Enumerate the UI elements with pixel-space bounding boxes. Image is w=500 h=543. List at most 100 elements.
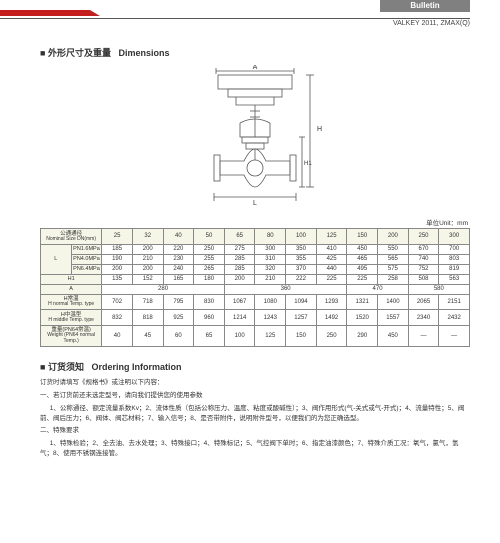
dimensions-title: ■ 外形尺寸及重量 Dimensions	[40, 46, 470, 59]
col-header: 25	[102, 229, 133, 245]
cell: 740	[408, 254, 439, 264]
row-label: 重量(PN64常温)Weight (PN64 normal Temp.)	[41, 325, 102, 346]
cell: 180	[194, 274, 225, 284]
cell: 1520	[347, 310, 378, 326]
cell: 752	[408, 264, 439, 274]
cell: 580	[408, 284, 469, 294]
table-row: 重量(PN64常温)Weight (PN64 normal Temp.)4045…	[41, 325, 470, 346]
cell: 1243	[255, 310, 286, 326]
cell: 200	[102, 264, 133, 274]
row-label: PN4.0MPa	[71, 254, 102, 264]
cell: 258	[378, 274, 409, 284]
cell: 1492	[316, 310, 347, 326]
cell: 830	[194, 294, 225, 310]
row-label: A	[41, 284, 102, 294]
col-header: 32	[132, 229, 163, 245]
ordering-title: ■ 订货须知 Ordering Information	[40, 361, 470, 375]
cell: 1321	[347, 294, 378, 310]
col-header: 150	[347, 229, 378, 245]
cell: 265	[194, 264, 225, 274]
cell: 2432	[439, 310, 470, 326]
cell: 2151	[439, 294, 470, 310]
cell: 1257	[286, 310, 317, 326]
cell: 508	[408, 274, 439, 284]
cell: 370	[286, 264, 317, 274]
row-group-L: L	[41, 244, 72, 274]
dimensions-table: 公通通径 Nominal Size DN(mm) 253240506580100…	[40, 228, 470, 347]
dimensions-title-cn: 外形尺寸及重量	[48, 48, 111, 58]
col-header: 200	[378, 229, 409, 245]
cell: 200	[224, 274, 255, 284]
cell: 1293	[316, 294, 347, 310]
table-row: A280360470580	[41, 284, 470, 294]
cell: 960	[194, 310, 225, 326]
cell: 240	[163, 264, 194, 274]
col-header: 65	[224, 229, 255, 245]
cell: 280	[102, 284, 225, 294]
cell: 670	[408, 244, 439, 254]
cell: 495	[347, 264, 378, 274]
cell: 575	[378, 264, 409, 274]
cell: 1094	[286, 294, 317, 310]
ordering-line: 订货时请填写《规格书》或注明以下内容：	[40, 378, 470, 388]
cell: 410	[316, 244, 347, 254]
cell: 1400	[378, 294, 409, 310]
ordering-section: ■ 订货须知 Ordering Information 订货时请填写《规格书》或…	[40, 361, 470, 459]
cell: 285	[224, 254, 255, 264]
cell: 1214	[224, 310, 255, 326]
cell: 100	[224, 325, 255, 346]
cell: 718	[132, 294, 163, 310]
cell: 702	[102, 294, 133, 310]
row-label: H常温H normal Temp. type	[41, 294, 102, 310]
cell: 565	[378, 254, 409, 264]
cell: 1080	[255, 294, 286, 310]
header-label: 公通通径 Nominal Size DN(mm)	[41, 229, 102, 245]
brand-badge: Bulletin	[380, 0, 470, 12]
cell: 185	[102, 244, 133, 254]
accent-angle	[90, 10, 100, 16]
cell: 550	[378, 244, 409, 254]
cell: 165	[163, 274, 194, 284]
cell: 135	[102, 274, 133, 284]
cell: 230	[163, 254, 194, 264]
cell: 225	[347, 274, 378, 284]
cell: 440	[316, 264, 347, 274]
table-row: H1135152165180200210222225225258508563	[41, 274, 470, 284]
table-row: H常温H normal Temp. type702718795830106710…	[41, 294, 470, 310]
ordering-line: 1、特殊检验；2、全去油、去水处理；3、特殊接口；4、特殊标记；5、气控阀下单时…	[40, 439, 470, 459]
row-label: PN6.4MPa	[71, 264, 102, 274]
ordering-line: 1、公称通径、额定流量系数Kv；2、流体性质（包括公称压力、温度、粘度或酸碱性）…	[40, 404, 470, 424]
table-row: PN4.0MPa19021023025528531035542546556574…	[41, 254, 470, 264]
col-header: 300	[439, 229, 470, 245]
header-subtitle: VALKEY 2011, ZMAX(Q)	[393, 20, 470, 27]
table-header-row: 公通通径 Nominal Size DN(mm) 253240506580100…	[41, 229, 470, 245]
cell: 803	[439, 254, 470, 264]
cell: 225	[316, 274, 347, 284]
cell: 925	[163, 310, 194, 326]
cell: 300	[255, 244, 286, 254]
ordering-line: 二、特殊要求	[40, 426, 470, 436]
cell: 2065	[408, 294, 439, 310]
header: Bulletin VALKEY 2011, ZMAX(Q)	[0, 0, 500, 32]
cell: 350	[286, 244, 317, 254]
cell: 285	[224, 264, 255, 274]
cell: 1067	[224, 294, 255, 310]
cell: 795	[163, 294, 194, 310]
cell: 355	[286, 254, 317, 264]
svg-text:L: L	[253, 200, 257, 205]
cell: 2340	[408, 310, 439, 326]
cell: 250	[316, 325, 347, 346]
valve-drawing: A	[180, 65, 330, 205]
cell: 320	[255, 264, 286, 274]
cell: 818	[132, 310, 163, 326]
cell: 152	[132, 274, 163, 284]
cell: 290	[347, 325, 378, 346]
cell: 40	[102, 325, 133, 346]
table-row: H中温型H middle Temp. type83281892596012141…	[41, 310, 470, 326]
cell: 832	[102, 310, 133, 326]
cell: 210	[132, 254, 163, 264]
header-rule	[0, 18, 470, 19]
accent-bar	[0, 10, 90, 16]
col-header: 100	[286, 229, 317, 245]
col-header: 125	[316, 229, 347, 245]
